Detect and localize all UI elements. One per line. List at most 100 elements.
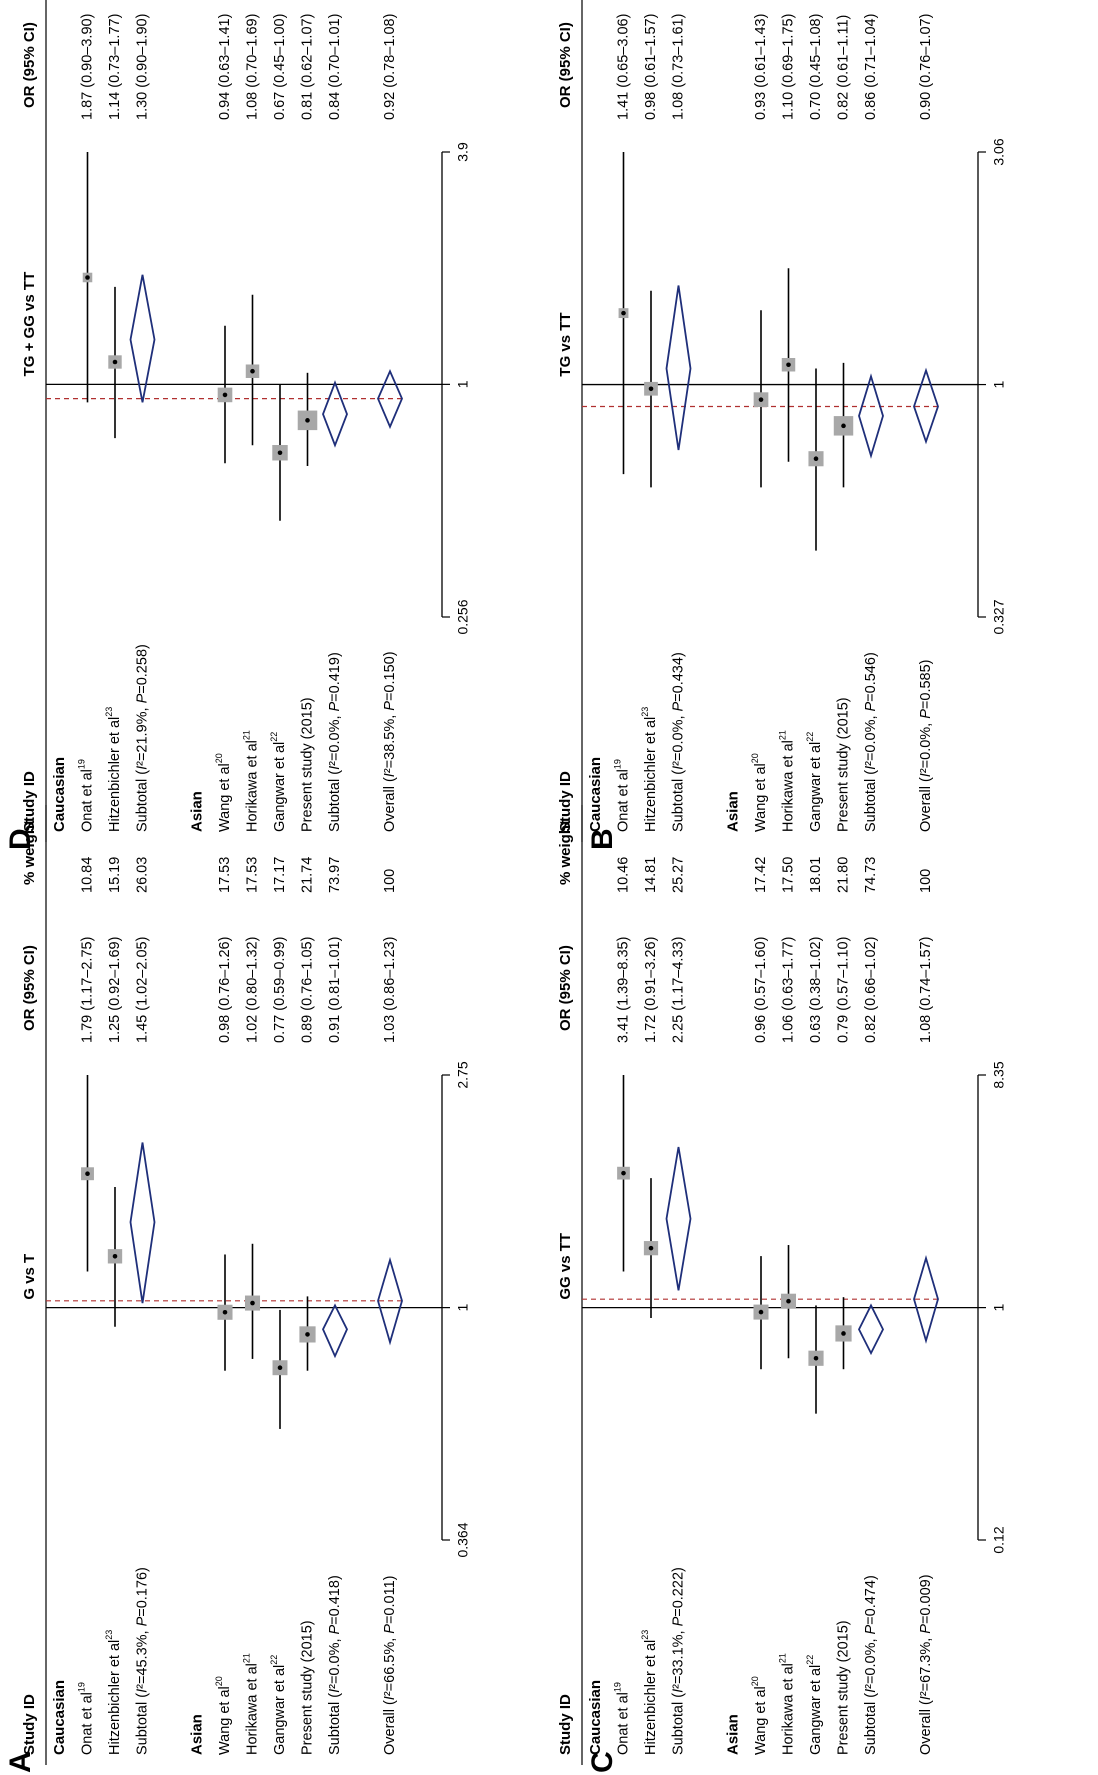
- weight-value: 73.97: [327, 857, 343, 893]
- point-estimate: [786, 1298, 791, 1304]
- weight-value: 10.46: [615, 857, 631, 893]
- study-label: Onat et al19: [77, 759, 95, 832]
- x-tick-label: 3.06: [991, 138, 1007, 165]
- study-label: Gangwar et al22: [269, 1655, 287, 1755]
- x-tick-label: 1: [455, 380, 471, 388]
- overall-diamond: [377, 368, 403, 430]
- study-label-ref: 19: [613, 759, 623, 769]
- point-estimate: [621, 310, 626, 316]
- header-study-id: Study ID: [21, 771, 38, 832]
- study-label: Onat et al19: [613, 1682, 631, 1755]
- study-label: Horikawa et al21: [778, 730, 796, 832]
- x-tick-label: 0.327: [991, 599, 1007, 634]
- overall-diamond: [377, 1256, 403, 1346]
- study-label-name: Onat et al: [79, 1692, 95, 1755]
- point-estimate: [277, 450, 283, 456]
- x-tick-label: 1: [991, 1304, 1007, 1312]
- study-label: Wang et al20: [750, 753, 768, 832]
- study-label: Onat et al19: [77, 1682, 95, 1755]
- overall-diamond: [913, 1254, 939, 1344]
- study-label-name: Gangwar et al: [808, 1665, 824, 1755]
- study-label-name: Horikawa et al: [780, 1663, 796, 1755]
- study-label-name: Present study (2015): [835, 1620, 851, 1755]
- header-or: OR (95% CI): [21, 22, 38, 108]
- weight-value: 25.27: [670, 857, 686, 893]
- or-ci-value: 0.82 (0.61–1.11): [835, 15, 851, 120]
- study-label-ref: 21: [778, 730, 788, 740]
- subtotal-label: Subtotal (I²=0.0%, P=0.419): [327, 652, 343, 832]
- weight-value: 21.80: [835, 857, 851, 893]
- study-label: Hitzenbichler et al23: [640, 707, 658, 832]
- comparison-title: GG vs TT: [557, 1233, 574, 1300]
- study-label: Present study (2015): [299, 697, 315, 832]
- study-label: Horikawa et al21: [242, 1653, 260, 1755]
- panel-a: Study ID G vs T OR (95% CI) % weight 0.364 1 2…: [4, 805, 504, 1765]
- point-estimate: [305, 1332, 310, 1337]
- study-label-name: Hitzenbichler et al: [643, 1640, 659, 1755]
- study-label: Onat et al19: [613, 759, 631, 832]
- or-ci-value: 0.89 (0.76–1.05): [299, 937, 315, 1043]
- group-label: Asian: [724, 791, 741, 832]
- study-label-ref: 20: [750, 753, 760, 763]
- study-label-name: Hitzenbichler et al: [107, 717, 123, 832]
- point-estimate: [277, 1365, 283, 1371]
- study-label-ref: 19: [77, 1682, 87, 1692]
- study-label: Hitzenbichler et al23: [104, 707, 122, 832]
- point-estimate: [841, 1331, 846, 1336]
- or-ci-value: 1.45 (1.02–2.05): [134, 937, 150, 1043]
- study-label-ref: 22: [269, 732, 279, 742]
- study-label: Hitzenbichler et al23: [640, 1630, 658, 1755]
- study-label-ref: 23: [104, 707, 114, 717]
- or-ci-value: 1.02 (0.80–1.32): [244, 937, 260, 1043]
- header-or: OR (95% CI): [557, 22, 574, 108]
- header-or: OR (95% CI): [21, 945, 38, 1031]
- study-label-ref: 22: [805, 1655, 815, 1665]
- or-ci-value: 0.63 (0.38–1.02): [808, 937, 824, 1043]
- point-estimate: [648, 386, 654, 392]
- x-tick-label: 2.75: [455, 1061, 471, 1088]
- weight-value: 100: [382, 869, 398, 893]
- x-tick-label: 0.256: [455, 599, 471, 634]
- subtotal-diamond: [129, 274, 156, 403]
- study-label-name: Wang et al: [753, 763, 769, 832]
- study-label-ref: 23: [640, 707, 650, 717]
- point-estimate: [758, 397, 764, 402]
- or-ci-value: 0.77 (0.59–0.99): [272, 937, 288, 1043]
- study-label-ref: 23: [640, 1630, 650, 1640]
- point-estimate: [305, 418, 310, 423]
- study-label-name: Present study (2015): [835, 697, 851, 832]
- group-label: Asian: [724, 1714, 741, 1755]
- or-ci-value: 0.86 (0.71–1.04): [863, 14, 879, 120]
- study-label: Present study (2015): [299, 1620, 315, 1755]
- group-label: Caucasian: [587, 1680, 604, 1755]
- study-label-name: Wang et al: [753, 1686, 769, 1755]
- weight-value: 17.17: [272, 857, 288, 893]
- subtotal-diamond: [665, 285, 692, 451]
- or-ci-value: 0.82 (0.66–1.02): [863, 937, 879, 1043]
- study-label: Wang et al20: [214, 753, 232, 832]
- or-ci-value: 0.98 (0.61–1.57): [643, 14, 659, 120]
- weight-value: 18.01: [808, 857, 824, 893]
- comparison-title: G vs T: [21, 1254, 38, 1300]
- or-ci-value: 1.08 (0.73–1.61): [670, 14, 686, 120]
- study-label-ref: 21: [242, 730, 252, 740]
- weight-value: 17.50: [780, 857, 796, 893]
- group-label: Asian: [188, 1714, 205, 1755]
- study-label-name: Horikawa et al: [244, 1663, 260, 1755]
- study-label: Present study (2015): [835, 697, 851, 832]
- subtotal-label: Subtotal (I²=21.9%, P=0.258): [134, 644, 150, 832]
- study-label-name: Gangwar et al: [808, 742, 824, 832]
- study-label: Gangwar et al22: [805, 732, 823, 832]
- study-label-name: Onat et al: [79, 769, 95, 832]
- weight-value: 100: [918, 869, 934, 893]
- subtotal-diamond: [858, 373, 884, 459]
- or-ci-value: 1.03 (0.86–1.23): [382, 937, 398, 1043]
- overall-label: Overall (I²=67.3%, P=0.009): [918, 1574, 934, 1755]
- study-label-ref: 20: [750, 1676, 760, 1686]
- point-estimate: [222, 1309, 228, 1315]
- or-ci-value: 3.41 (1.39–8.35): [615, 937, 631, 1043]
- overall-label: Overall (I²=66.5%, P=0.011): [382, 1576, 398, 1755]
